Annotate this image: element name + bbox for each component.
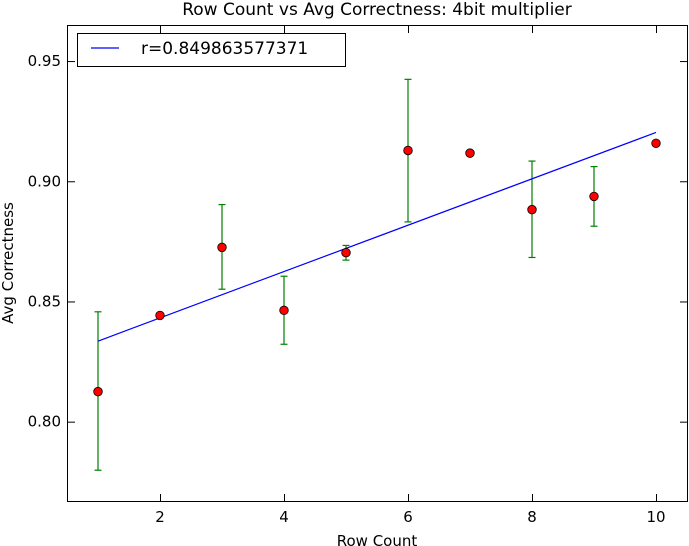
data-point (527, 204, 537, 215)
data-point (341, 247, 351, 258)
tick-layer: 2 4 6 8 10 0.80 0.85 0.90 0.95 (28, 26, 687, 526)
y-tick-label: 0.80 (28, 413, 61, 431)
data-point (403, 145, 413, 156)
data-point (651, 138, 661, 148)
data-point (589, 191, 599, 202)
x-tick-label: 8 (527, 508, 537, 526)
data-point (465, 148, 475, 158)
y-tick-label: 0.90 (28, 172, 61, 190)
y-tick-label: 0.85 (28, 292, 61, 310)
x-tick-label: 10 (646, 508, 665, 526)
chart-title: Row Count vs Avg Correctness: 4bit multi… (182, 0, 572, 20)
x-tick-label: 2 (155, 508, 165, 526)
plot-frame (67, 25, 688, 502)
x-tick-label: 4 (279, 508, 289, 526)
data-point (279, 305, 289, 316)
regression-line (97, 131, 657, 342)
x-axis-label: Row Count (337, 532, 418, 546)
data-point (217, 242, 227, 253)
y-tick-label: 0.95 (28, 52, 61, 70)
y-axis-label: Avg Correctness (0, 202, 17, 324)
legend: r=0.849863577371 (77, 33, 346, 67)
data-point (93, 386, 103, 397)
x-tick-label: 6 (403, 508, 413, 526)
plot-layer (93, 78, 661, 471)
legend-entry-label: r=0.849863577371 (141, 39, 308, 59)
data-point (155, 310, 165, 321)
legend-box (77, 33, 346, 67)
